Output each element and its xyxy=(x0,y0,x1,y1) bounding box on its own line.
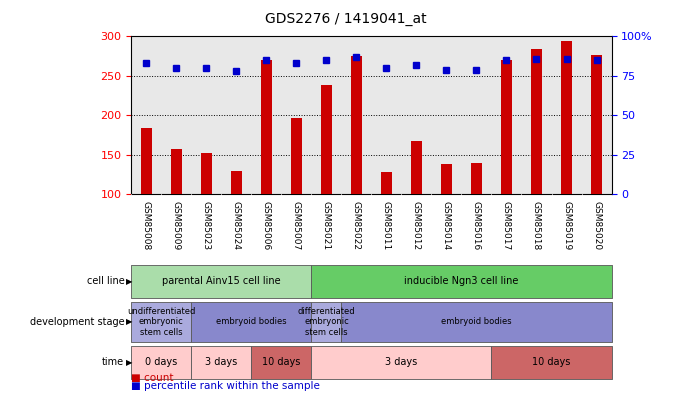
Bar xyxy=(501,60,512,194)
Text: differentiated
embryonic
stem cells: differentiated embryonic stem cells xyxy=(298,307,355,337)
Bar xyxy=(531,49,542,194)
Bar xyxy=(201,153,211,194)
Bar xyxy=(231,171,242,194)
Text: GSM85018: GSM85018 xyxy=(532,201,541,250)
Bar xyxy=(411,141,422,194)
Text: embryoid bodies: embryoid bodies xyxy=(441,318,512,326)
Text: GSM85011: GSM85011 xyxy=(382,201,391,250)
Text: parental Ainv15 cell line: parental Ainv15 cell line xyxy=(162,277,281,286)
Text: GSM85016: GSM85016 xyxy=(472,201,481,250)
Text: ▶: ▶ xyxy=(126,318,133,326)
Bar xyxy=(261,60,272,194)
Bar xyxy=(141,128,151,194)
Text: GSM85017: GSM85017 xyxy=(502,201,511,250)
Text: 10 days: 10 days xyxy=(532,358,571,367)
Text: cell line: cell line xyxy=(86,277,124,286)
Text: GSM85024: GSM85024 xyxy=(232,201,241,250)
Text: GSM85022: GSM85022 xyxy=(352,201,361,250)
Text: 10 days: 10 days xyxy=(262,358,301,367)
Text: development stage: development stage xyxy=(30,317,124,327)
Text: embryoid bodies: embryoid bodies xyxy=(216,318,287,326)
Text: ■ percentile rank within the sample: ■ percentile rank within the sample xyxy=(131,381,320,391)
Bar xyxy=(171,149,182,194)
Text: 0 days: 0 days xyxy=(145,358,178,367)
Text: GSM85023: GSM85023 xyxy=(202,201,211,250)
Bar xyxy=(591,55,602,194)
Text: GSM85007: GSM85007 xyxy=(292,201,301,250)
Bar xyxy=(351,56,361,194)
Text: GDS2276 / 1419041_at: GDS2276 / 1419041_at xyxy=(265,12,426,26)
Text: ▶: ▶ xyxy=(126,277,133,286)
Bar xyxy=(471,163,482,194)
Bar xyxy=(291,118,302,194)
Text: ■ count: ■ count xyxy=(131,373,174,383)
Text: GSM85006: GSM85006 xyxy=(262,201,271,250)
Text: GSM85014: GSM85014 xyxy=(442,201,451,250)
Text: time: time xyxy=(102,358,124,367)
Text: undifferentiated
embryonic
stem cells: undifferentiated embryonic stem cells xyxy=(127,307,196,337)
Text: GSM85009: GSM85009 xyxy=(172,201,181,250)
Text: ▶: ▶ xyxy=(126,358,133,367)
Text: inducible Ngn3 cell line: inducible Ngn3 cell line xyxy=(404,277,519,286)
Bar xyxy=(561,41,571,194)
Text: GSM85019: GSM85019 xyxy=(562,201,571,250)
Bar xyxy=(441,164,452,194)
Bar xyxy=(321,85,332,194)
Text: GSM85012: GSM85012 xyxy=(412,201,421,250)
Text: GSM85021: GSM85021 xyxy=(322,201,331,250)
Text: 3 days: 3 days xyxy=(386,358,417,367)
Text: GSM85020: GSM85020 xyxy=(592,201,601,250)
Text: 3 days: 3 days xyxy=(205,358,238,367)
Bar xyxy=(381,172,392,194)
Text: GSM85008: GSM85008 xyxy=(142,201,151,250)
